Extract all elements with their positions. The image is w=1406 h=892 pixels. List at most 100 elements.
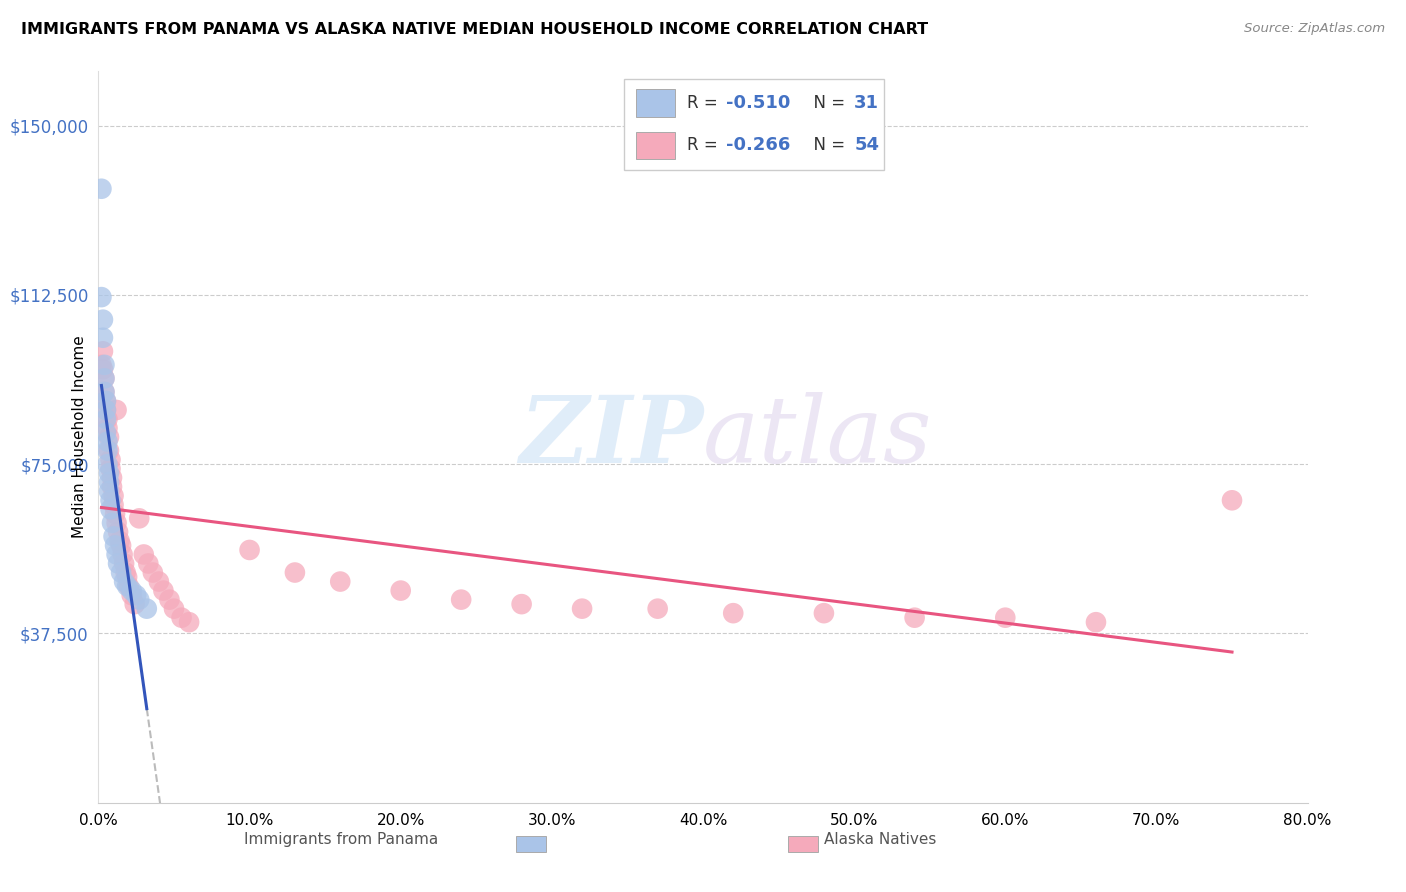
Text: R =: R = (688, 136, 723, 154)
Point (93, 371, 115, 385)
Point (104, 507, 127, 521)
Point (93, 358, 115, 372)
Point (103, 498, 125, 512)
Point (329, 574, 352, 589)
Point (96, 434, 118, 449)
Point (93, 384, 115, 399)
Point (105, 548, 128, 562)
Point (105, 403, 128, 417)
Text: 54: 54 (855, 136, 879, 154)
Point (105, 516, 128, 530)
Point (115, 579, 138, 593)
Point (135, 601, 157, 615)
Text: R =: R = (688, 95, 723, 112)
Point (128, 511, 150, 525)
Point (170, 610, 193, 624)
Point (159, 592, 181, 607)
Text: 31: 31 (855, 95, 879, 112)
Point (510, 597, 533, 611)
Point (98, 475, 121, 490)
Point (239, 543, 262, 558)
Point (100, 452, 122, 467)
Point (96, 421, 118, 435)
Point (96, 412, 118, 426)
Point (389, 583, 412, 598)
Point (96, 457, 118, 471)
Point (904, 610, 927, 624)
Point (111, 548, 134, 562)
Point (142, 566, 165, 580)
Point (101, 471, 124, 485)
Text: N =: N = (803, 95, 851, 112)
Point (115, 570, 138, 584)
Point (93, 371, 115, 385)
Point (96, 443, 118, 458)
Text: N =: N = (803, 136, 851, 154)
Point (1220, 493, 1243, 508)
Point (90, 182, 112, 196)
Point (94, 394, 117, 409)
Point (121, 588, 143, 602)
Point (124, 597, 146, 611)
Bar (787, 836, 818, 852)
Point (101, 480, 124, 494)
Text: -0.266: -0.266 (725, 136, 790, 154)
Y-axis label: Median Household Income: Median Household Income (72, 335, 87, 539)
Point (98, 430, 121, 444)
Point (100, 502, 122, 516)
Point (107, 524, 129, 539)
Point (284, 566, 307, 580)
Point (136, 557, 159, 571)
Point (125, 588, 148, 602)
Point (813, 606, 835, 620)
Point (647, 601, 669, 615)
Point (152, 583, 174, 598)
Point (91, 331, 114, 345)
Point (100, 493, 122, 508)
Text: ZIP: ZIP (519, 392, 703, 482)
Point (100, 461, 122, 475)
Point (103, 529, 125, 543)
Point (108, 533, 131, 548)
Point (148, 574, 170, 589)
Text: Immigrants from Panama: Immigrants from Panama (243, 832, 437, 847)
Text: Alaska Natives: Alaska Natives (824, 832, 936, 847)
Point (94, 403, 117, 417)
Bar (624, 78, 884, 170)
Point (94, 425, 117, 440)
Bar (637, 89, 675, 117)
Point (90, 290, 112, 304)
Point (98, 443, 121, 458)
Point (103, 489, 125, 503)
Point (163, 601, 186, 615)
Point (110, 538, 132, 552)
Text: -0.510: -0.510 (725, 95, 790, 112)
Point (128, 592, 150, 607)
Text: IMMIGRANTS FROM PANAMA VS ALASKA NATIVE MEDIAN HOUSEHOLD INCOME CORRELATION CHAR: IMMIGRANTS FROM PANAMA VS ALASKA NATIVE … (21, 22, 928, 37)
Point (994, 610, 1017, 624)
Point (98, 484, 121, 499)
Point (121, 583, 143, 598)
Point (110, 566, 132, 580)
Point (104, 538, 127, 552)
Point (91, 312, 114, 326)
Point (571, 601, 593, 615)
Text: Source: ZipAtlas.com: Source: ZipAtlas.com (1244, 22, 1385, 36)
Point (94, 403, 117, 417)
Point (179, 615, 201, 630)
Point (118, 579, 141, 593)
Point (91, 362, 114, 376)
Point (723, 606, 745, 620)
Point (90, 358, 112, 372)
Bar (637, 131, 675, 160)
Point (91, 344, 114, 359)
Point (450, 592, 472, 607)
Text: atlas: atlas (703, 392, 932, 482)
Bar (516, 836, 546, 852)
Point (94, 394, 117, 409)
Point (107, 557, 129, 571)
Point (93, 384, 115, 399)
Point (132, 548, 155, 562)
Point (112, 574, 135, 589)
Point (112, 557, 135, 571)
